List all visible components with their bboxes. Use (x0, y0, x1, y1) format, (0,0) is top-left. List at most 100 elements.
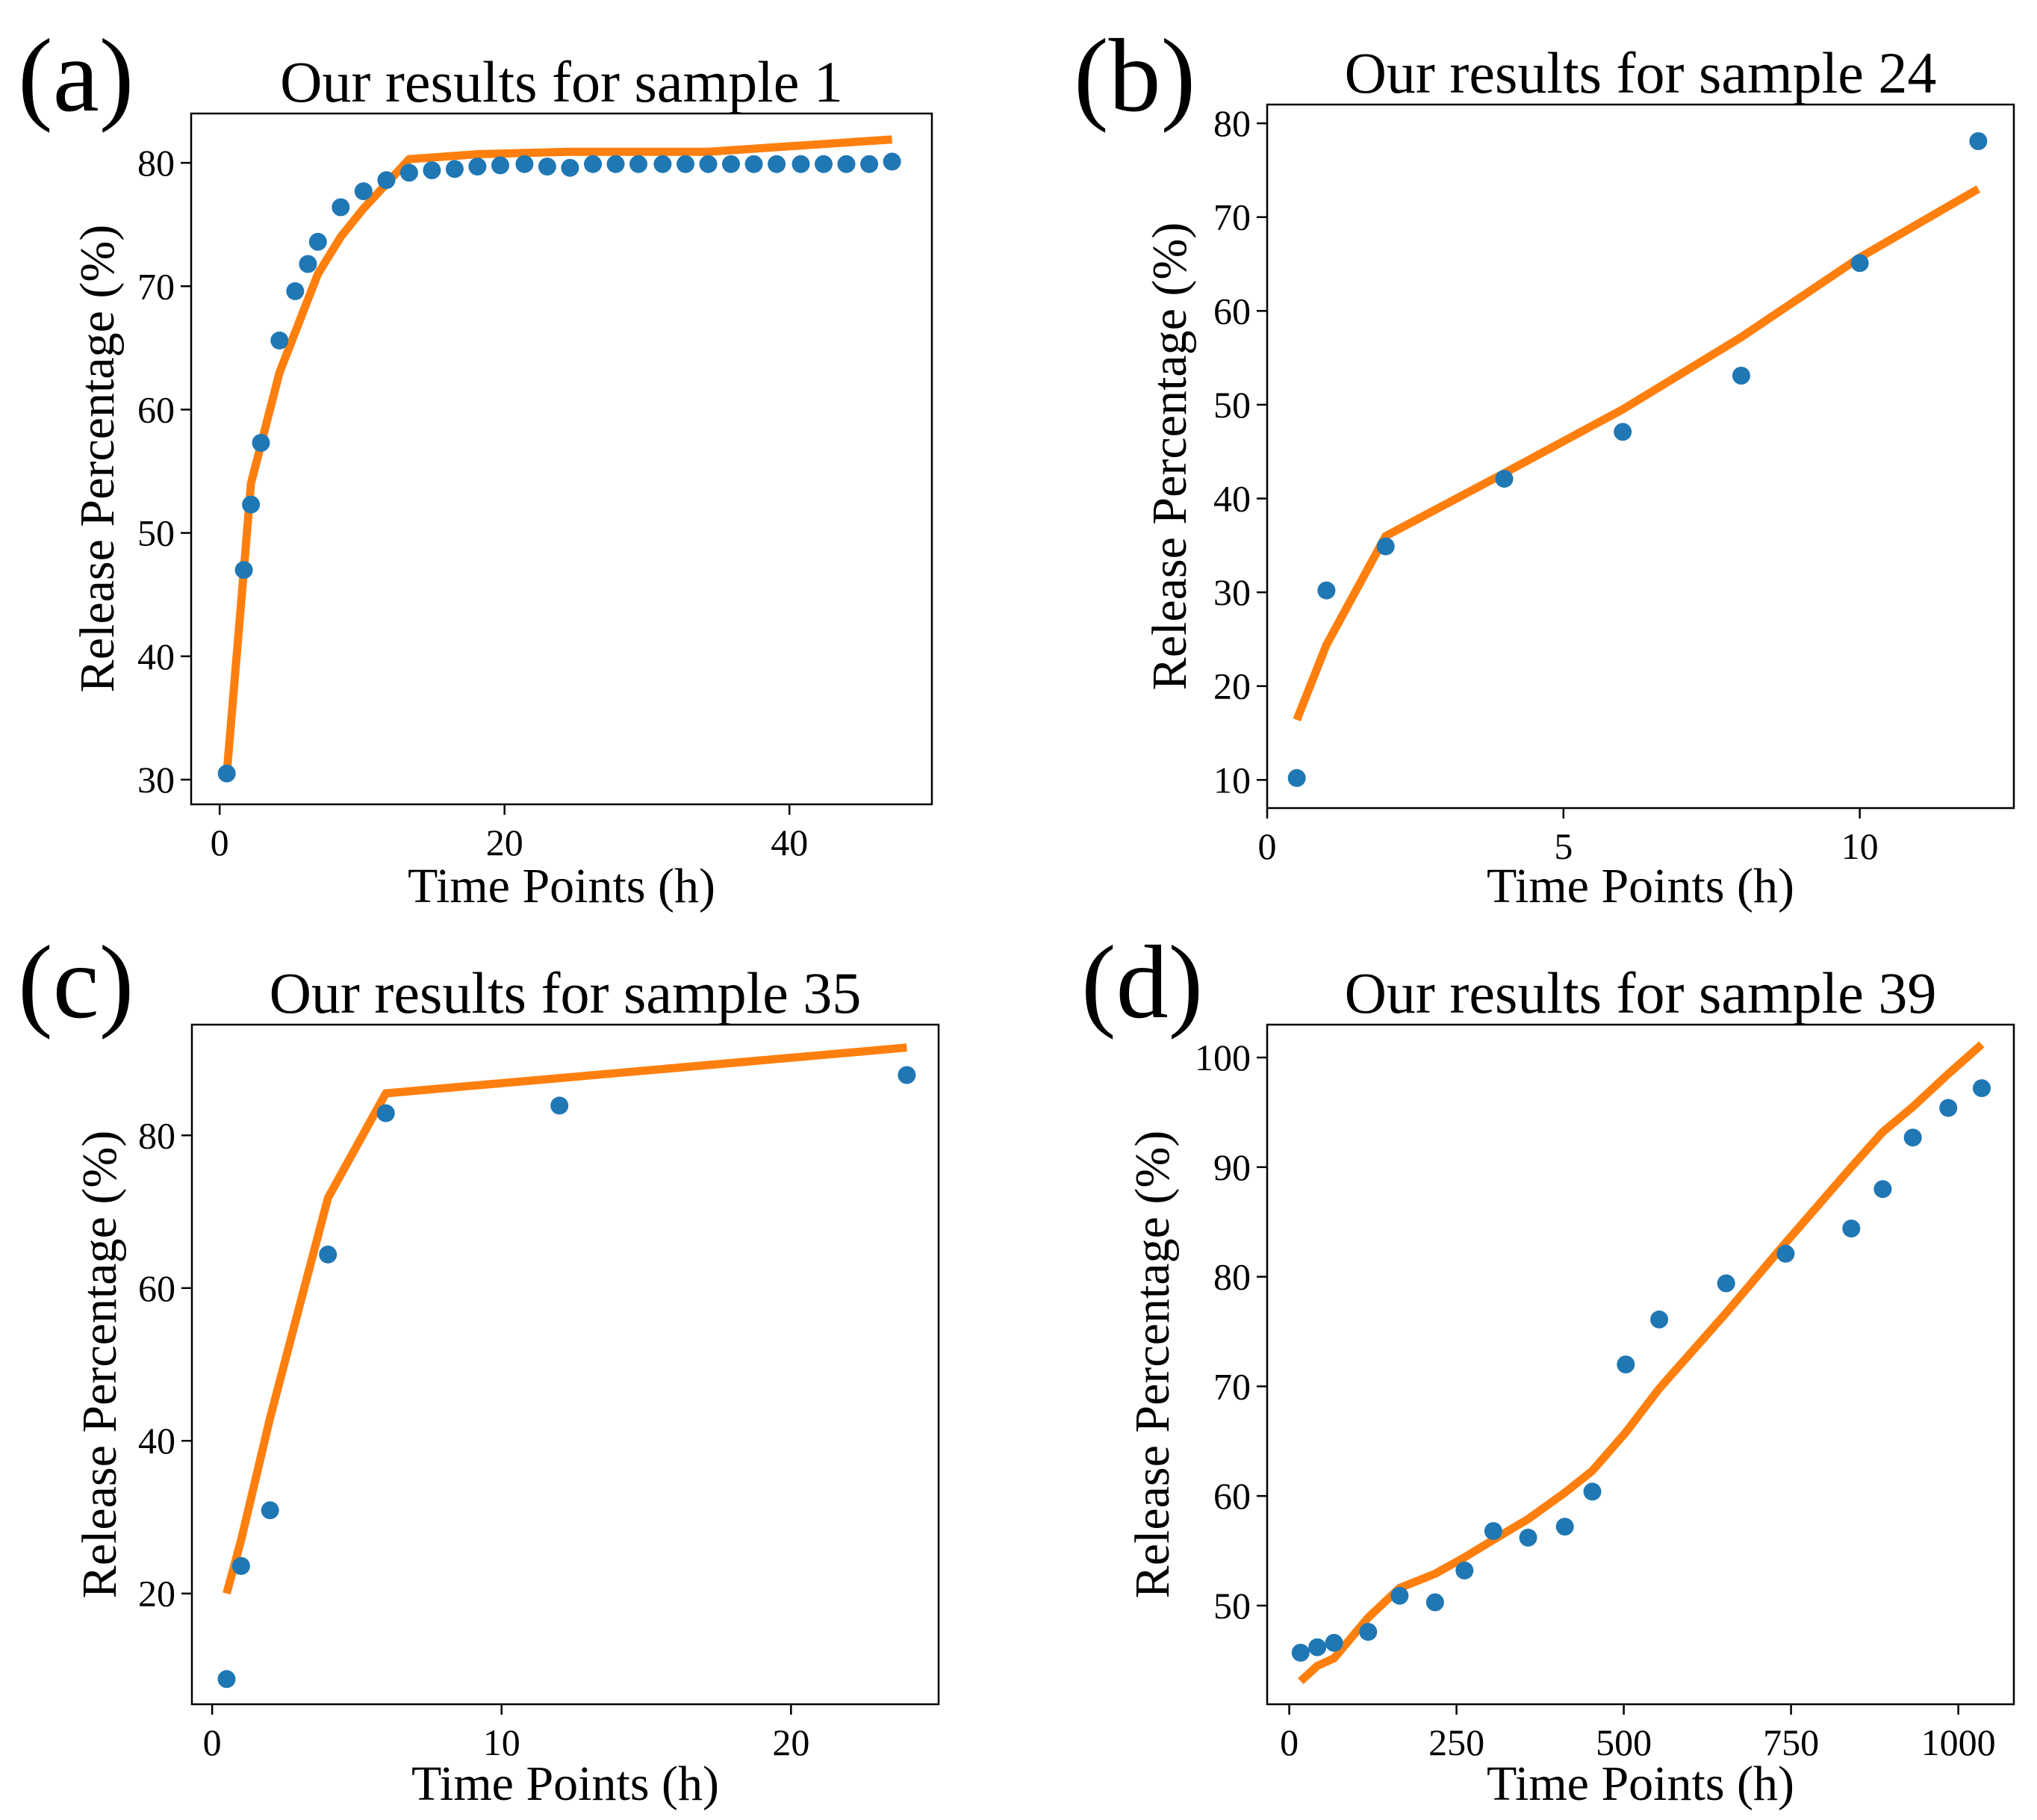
y-axis-label: Release Percentage (%) (1142, 223, 1197, 691)
data-point (1939, 1099, 1958, 1117)
x-tick-label: 20 (486, 822, 523, 863)
data-point (491, 156, 509, 175)
data-point (815, 155, 833, 173)
y-tick-label: 30 (1213, 571, 1251, 613)
chart-panel-1: (a) Our results for sample 1 0 20 40 30 40 50 60… (18, 18, 933, 913)
y-tick-label: 80 (137, 142, 175, 184)
fit-line (223, 135, 892, 774)
x-tick-label: 250 (1428, 1721, 1484, 1763)
data-point (1287, 768, 1306, 787)
fit-line (223, 1043, 907, 1595)
data-point (234, 561, 253, 580)
y-tick-label: 70 (137, 265, 175, 307)
plot-frame (1266, 1023, 2015, 1706)
data-point (1376, 537, 1395, 556)
data-point (308, 232, 327, 251)
y-tick-label: 70 (1213, 1365, 1251, 1407)
data-point (1732, 367, 1750, 385)
data-point (1614, 423, 1632, 441)
data-point (299, 255, 317, 273)
y-tick-label: 80 (1213, 1256, 1251, 1298)
y-tick-label: 20 (138, 1573, 175, 1615)
data-point (1291, 1644, 1310, 1662)
y-tick-label: 60 (1213, 290, 1251, 332)
y-tick-label: 80 (1213, 102, 1251, 144)
data-point (1390, 1586, 1409, 1605)
data-point (399, 164, 418, 182)
chart-panel-4: (d) Our results for sample 39 0 250 500 750 10… (1081, 925, 2015, 1811)
chart-title: Our results for sample 35 (270, 960, 862, 1025)
data-point (515, 155, 534, 173)
y-tick-label: 60 (138, 1267, 175, 1309)
y-tick-label: 50 (1213, 384, 1251, 426)
panel-label: (d) (1081, 925, 1203, 1040)
fit-line (1293, 185, 1981, 721)
y-tick-label: 60 (137, 388, 175, 430)
x-tick-label: 10 (483, 1721, 520, 1763)
data-point (445, 160, 464, 178)
y-axis-label: Release Percentage (%) (1125, 1131, 1180, 1599)
data-point (242, 495, 261, 514)
chart-title: Our results for sample 1 (280, 49, 843, 114)
y-tick-label: 70 (1213, 196, 1251, 238)
x-tick-label: 5 (1554, 825, 1573, 867)
data-point (561, 158, 579, 177)
data-point (677, 155, 694, 173)
data-point (423, 161, 441, 179)
data-point (1850, 254, 1869, 273)
data-point (768, 155, 786, 173)
y-tick-label: 40 (138, 1420, 175, 1462)
data-point (217, 1670, 236, 1689)
data-point (1973, 1079, 1991, 1098)
data-point (1455, 1561, 1474, 1580)
data-point (538, 158, 556, 176)
data-point (722, 155, 740, 173)
x-axis-label: Time Points (h) (1487, 859, 1794, 913)
x-axis-label: Time Points (h) (408, 859, 715, 913)
data-point (1519, 1528, 1537, 1547)
y-tick-label: 40 (137, 636, 175, 677)
data-point (468, 158, 487, 176)
plot-frame (1266, 103, 2015, 810)
data-point (606, 155, 625, 173)
data-point (376, 1104, 395, 1122)
data-point (1583, 1482, 1602, 1501)
x-tick-label: 1000 (1921, 1721, 1996, 1763)
panel-label: (a) (18, 18, 134, 134)
y-tick-label: 90 (1213, 1146, 1251, 1188)
x-tick-label: 750 (1763, 1721, 1819, 1763)
data-point (1650, 1310, 1669, 1329)
x-tick-label: 0 (203, 1721, 222, 1763)
plot-frame (190, 112, 933, 806)
data-point (217, 764, 236, 783)
data-point (1873, 1180, 1892, 1199)
data-point (837, 155, 856, 173)
data-point (1308, 1638, 1327, 1656)
data-point (1325, 1633, 1343, 1652)
data-point (629, 155, 647, 173)
x-tick-label: 0 (211, 822, 229, 863)
data-point (550, 1096, 569, 1115)
y-axis-label: Release Percentage (%) (70, 225, 125, 693)
chart-panel-3: (c) Our results for sample 35 0 10 20 20 40 60 8… (18, 925, 940, 1811)
data-point (1903, 1128, 1922, 1147)
x-tick-label: 10 (1841, 825, 1879, 867)
data-point (354, 182, 373, 201)
data-point (1317, 581, 1336, 600)
x-tick-label: 20 (772, 1721, 809, 1763)
panel-label: (b) (1074, 18, 1195, 134)
chart-title: Our results for sample 39 (1345, 960, 1937, 1025)
data-point (1495, 470, 1514, 488)
x-tick-label: 40 (771, 822, 808, 863)
data-point (252, 434, 270, 452)
y-tick-label: 80 (138, 1114, 175, 1156)
data-point (231, 1556, 250, 1575)
data-point (1617, 1355, 1635, 1373)
data-point (1717, 1274, 1735, 1293)
data-point (860, 155, 879, 173)
data-point (1425, 1593, 1444, 1612)
fit-line (1298, 1041, 1985, 1685)
y-tick-label: 50 (137, 512, 175, 554)
data-point (319, 1245, 338, 1264)
chart-title: Our results for sample 24 (1345, 40, 1937, 105)
